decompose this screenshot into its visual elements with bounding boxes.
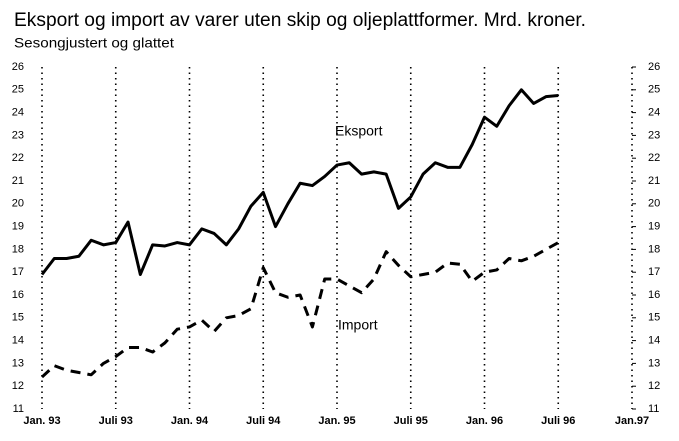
y-tick-label: 16 — [12, 289, 24, 301]
y2-tick-label: 16 — [648, 289, 660, 301]
y2-tick-label: 19 — [648, 221, 660, 233]
y-tick-label: 20 — [12, 198, 24, 210]
chart-subtitle: Sesongjustert og glattet — [14, 35, 174, 51]
y2-tick-label: 11 — [648, 403, 659, 415]
y2-tick-label: 15 — [648, 312, 660, 324]
x-tick-label: Juli 94 — [246, 415, 281, 427]
y2-tick-label: 21 — [648, 175, 660, 187]
x-tick-label: Jan.97 — [615, 415, 649, 427]
series-line — [40, 241, 559, 379]
y-tick-label: 26 — [12, 61, 24, 73]
y2-tick-label: 17 — [648, 266, 660, 278]
y-tick-label: 19 — [12, 221, 24, 233]
y2-tick-label: 25 — [648, 84, 660, 96]
series-label: Eksport — [335, 123, 383, 139]
series-label: Import — [338, 317, 378, 333]
y-tick-label: 12 — [12, 380, 24, 392]
y-tick-label: 23 — [12, 129, 24, 141]
y-tick-label: 13 — [12, 357, 24, 369]
y2-tick-label: 12 — [648, 380, 660, 392]
chart-title: Eksport og import av varer uten skip og … — [14, 10, 586, 31]
y2-tick-label: 18 — [648, 243, 660, 255]
x-tick-label: Juli 93 — [99, 415, 133, 427]
y-tick-label: 24 — [12, 107, 24, 119]
y-tick-label: 17 — [12, 266, 24, 278]
y2-tick-label: 20 — [648, 198, 660, 210]
series-line — [40, 88, 559, 276]
y2-tick-label: 26 — [648, 61, 660, 73]
y-tick-label: 18 — [12, 243, 24, 255]
y2-tick-label: 24 — [648, 107, 660, 119]
x-tick-label: Jan. 94 — [171, 415, 209, 427]
x-tick-label: Juli 96 — [541, 415, 575, 427]
x-tick-label: Jan. 95 — [318, 415, 355, 427]
y2-tick-label: 14 — [648, 335, 660, 347]
y2-tick-label: 23 — [648, 129, 660, 141]
y-tick-label: 15 — [12, 312, 24, 324]
y-tick-label: 25 — [12, 84, 24, 96]
x-tick-label: Juli 95 — [394, 415, 428, 427]
y-tick-label: 21 — [12, 175, 24, 187]
x-tick-label: Jan. 93 — [23, 415, 60, 427]
y2-tick-label: 22 — [648, 152, 660, 164]
y-tick-label: 11 — [13, 403, 24, 415]
y2-tick-label: 13 — [648, 357, 660, 369]
y-tick-label: 22 — [12, 152, 24, 164]
x-tick-label: Jan. 96 — [466, 415, 503, 427]
y-tick-label: 14 — [12, 335, 24, 347]
